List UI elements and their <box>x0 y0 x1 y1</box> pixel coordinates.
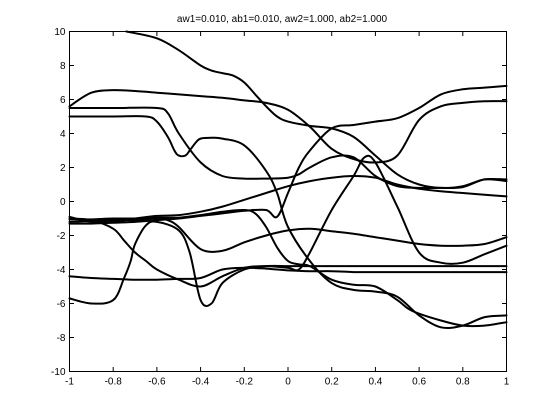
x-tick-label: 0 <box>285 377 291 388</box>
x-tick-label: 0.6 <box>412 377 426 388</box>
x-tick-label: 1 <box>504 377 510 388</box>
y-tick-label: 2 <box>60 163 66 174</box>
chart-title: aw1=0.010, ab1=0.010, aw2=1.000, ab2=1.0… <box>177 14 388 25</box>
x-tick-label: 0.4 <box>368 377 382 388</box>
x-tick-label: -1 <box>65 377 74 388</box>
y-tick-label: 6 <box>60 95 66 106</box>
y-tick-label: 8 <box>60 61 66 72</box>
series-line-1 <box>125 30 508 189</box>
x-tick-label: -0.4 <box>192 377 210 388</box>
y-tick-label: -4 <box>57 265 66 276</box>
series-line-11 <box>68 208 508 328</box>
series-line-9 <box>68 220 508 308</box>
series-line-4 <box>68 106 508 190</box>
x-tick-label: -0.8 <box>105 377 123 388</box>
y-tick-label: -10 <box>51 367 66 378</box>
series-line-8 <box>68 154 508 288</box>
plot-area <box>69 31 507 372</box>
x-tick-label: -0.2 <box>236 377 254 388</box>
y-tick-label: 4 <box>60 129 66 140</box>
x-tick-label: 0.2 <box>325 377 339 388</box>
series-group <box>68 30 508 329</box>
y-tick-label: 0 <box>60 197 66 208</box>
x-tick-label: 0.8 <box>456 377 470 388</box>
series-line-2 <box>68 89 508 164</box>
y-tick-label: -6 <box>57 299 66 310</box>
series-line-7 <box>68 217 508 253</box>
y-tick-label: 10 <box>54 27 66 38</box>
y-tick-label: -8 <box>57 333 66 344</box>
x-tick-label: -0.6 <box>148 377 166 388</box>
axis-ticks: -1 -0.8 -0.6 -0.4 -0.2 0 0.2 0.4 0.6 0.8 1 -10 -8 -6 -… <box>51 27 510 388</box>
series-line-10 <box>68 266 508 281</box>
series-line-6 <box>68 84 508 225</box>
y-tick-label: -2 <box>57 231 66 242</box>
